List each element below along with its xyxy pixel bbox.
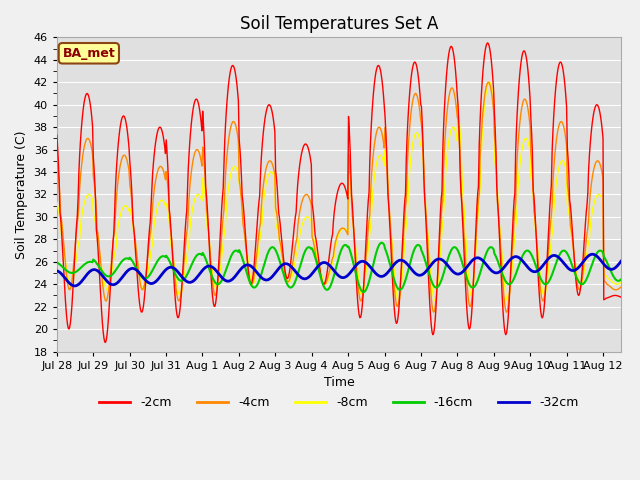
Y-axis label: Soil Temperature (C): Soil Temperature (C) (15, 130, 28, 259)
Title: Soil Temperatures Set A: Soil Temperatures Set A (240, 15, 438, 33)
Text: BA_met: BA_met (63, 47, 115, 60)
X-axis label: Time: Time (324, 376, 355, 389)
Legend: -2cm, -4cm, -8cm, -16cm, -32cm: -2cm, -4cm, -8cm, -16cm, -32cm (94, 391, 584, 414)
